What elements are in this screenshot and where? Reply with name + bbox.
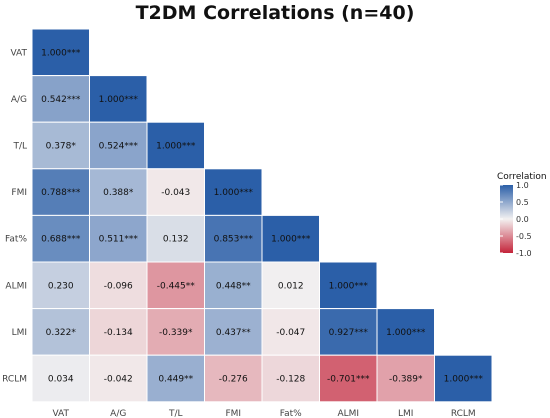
y-tick-label: ALMI	[5, 281, 27, 291]
cell-label: 0.132	[163, 235, 189, 245]
cell-label: -0.096	[104, 281, 133, 291]
x-tick-label: LMI	[398, 409, 413, 418]
cell-label: 0.378*	[46, 142, 77, 152]
legend-tick-label: 1.0	[516, 181, 529, 190]
cell-label: 1.000***	[156, 142, 196, 152]
cell-label: 1.000***	[329, 281, 369, 291]
cell-label: 1.000***	[41, 48, 81, 58]
legend-tick-label: -0.5	[516, 232, 532, 241]
heatmap-cell	[261, 214, 320, 263]
heatmap-cell	[89, 354, 148, 403]
cell-label: 0.927***	[329, 328, 369, 338]
heatmap-cell	[204, 261, 263, 310]
y-tick-label: VAT	[10, 48, 27, 58]
x-tick-label: RCLM	[451, 409, 476, 418]
legend-title: Correlation	[497, 172, 547, 182]
cell-label: -0.134	[104, 328, 133, 338]
x-tick-label: A/G	[110, 409, 126, 418]
y-tick-label: Fat%	[5, 235, 27, 245]
cell-label: 0.511***	[99, 235, 139, 245]
y-tick-label: LMI	[12, 328, 27, 338]
heatmap-cell	[146, 214, 205, 263]
heatmap-cell	[146, 121, 205, 170]
cell-label: 0.012	[278, 281, 304, 291]
cell-label: 1.000***	[99, 95, 139, 105]
heatmap-cell	[31, 28, 90, 77]
heatmap-cell	[204, 308, 263, 356]
heatmap-cell	[89, 168, 148, 216]
x-axis-labels: VAT A/G T/L FMI Fat% ALMI LMI RCLM	[52, 409, 475, 418]
heatmap-cell	[261, 354, 320, 403]
heatmap-cell	[31, 354, 90, 403]
heatmap-cell	[376, 308, 435, 356]
legend-colorbar	[500, 185, 513, 253]
cell-label: -0.445**	[157, 281, 196, 291]
cell-label: 0.437**	[216, 328, 251, 338]
legend-tick-label: 0.5	[516, 198, 529, 207]
cell-label: 0.542***	[41, 95, 81, 105]
heatmap-cell	[31, 214, 90, 263]
cell-label: -0.276	[219, 375, 248, 385]
x-tick-label: VAT	[52, 409, 69, 418]
heatmap-cell	[319, 354, 378, 403]
heatmap-cell	[31, 308, 90, 356]
heatmap-cell	[89, 75, 148, 123]
x-tick-label: ALMI	[337, 409, 359, 418]
cells-layer: 1.000*** 0.542*** 1.000*** 0.378* 0.524*** 1.…	[31, 28, 493, 403]
cell-label: 1.000***	[271, 235, 311, 245]
cell-label: 1.000***	[214, 188, 254, 198]
heatmap-cell	[146, 261, 205, 310]
heatmap-cell	[204, 354, 263, 403]
heatmap-cell	[146, 308, 205, 356]
cell-label: -0.042	[104, 375, 133, 385]
cell-label: -0.701***	[327, 375, 370, 385]
heatmap-cell	[146, 168, 205, 216]
heatmap-cell	[319, 261, 378, 310]
cell-label: 0.688***	[41, 235, 81, 245]
legend-tick-label: -1.0	[516, 249, 532, 258]
heatmap-cell	[31, 168, 90, 216]
cell-label: 0.524***	[99, 142, 139, 152]
y-tick-label: RCLM	[2, 375, 27, 385]
heatmap-cell	[319, 308, 378, 356]
heatmap-cell	[204, 214, 263, 263]
y-tick-label: FMI	[11, 188, 27, 198]
cell-label: -0.128	[276, 375, 305, 385]
cell-label: 0.322*	[46, 328, 77, 338]
y-axis-labels: VAT A/G T/L FMI Fat% ALMI LMI RCLM	[2, 48, 27, 384]
heatmap-cell	[89, 214, 148, 263]
x-tick-label: FMI	[225, 409, 241, 418]
x-tick-label: T/L	[168, 409, 183, 418]
cell-label: 0.853***	[214, 235, 254, 245]
cell-label: -0.389*	[389, 375, 423, 385]
chart-title: T2DM Correlations (n=40)	[135, 2, 415, 24]
cell-label: 0.388*	[103, 188, 134, 198]
legend-tick-label: 0.0	[516, 215, 529, 224]
cell-label: -0.339*	[159, 328, 193, 338]
cell-label: -0.043	[161, 188, 190, 198]
cell-label: -0.047	[276, 328, 305, 338]
heatmap-cell	[146, 354, 205, 403]
y-tick-label: T/L	[12, 142, 27, 152]
x-tick-label: Fat%	[280, 409, 302, 418]
cell-label: 0.449**	[158, 375, 193, 385]
y-tick-label: A/G	[11, 95, 27, 105]
cell-label: 0.034	[48, 375, 74, 385]
cell-label: 0.448**	[216, 281, 251, 291]
cell-label: 0.788***	[41, 188, 81, 198]
cell-label: 1.000***	[386, 328, 426, 338]
heatmap-cell	[89, 121, 148, 170]
heatmap-cell	[434, 354, 493, 403]
cell-label: 1.000***	[444, 375, 484, 385]
cell-label: 0.230	[48, 281, 74, 291]
